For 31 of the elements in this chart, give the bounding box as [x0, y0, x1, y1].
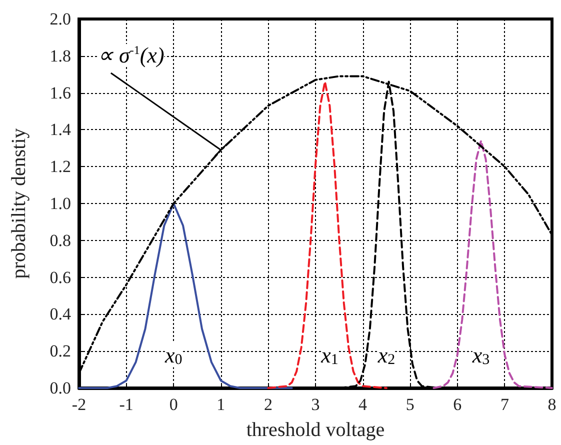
y-tick-label: 2.0	[50, 10, 71, 28]
line-series	[78, 202, 293, 389]
y-tick-label: 1.4	[50, 120, 72, 140]
line-series	[432, 140, 553, 389]
x-tick-label: -1	[119, 395, 134, 414]
x-tick-label: -2	[72, 395, 86, 414]
x-axis-title: threshold voltage	[246, 419, 385, 441]
y-tick-label: 0.6	[50, 268, 71, 287]
line-series	[267, 80, 388, 389]
x-tick-label: 6	[453, 395, 462, 414]
x-tick-label: 3	[311, 395, 320, 414]
annotation: x2	[376, 342, 396, 368]
x-tick-label: 8	[548, 395, 556, 414]
y-tick-label: 1.0	[50, 194, 71, 213]
x-tick-label: 4	[358, 395, 368, 414]
y-axis-title: probability denstiy	[8, 128, 30, 279]
x-tick-label: 1	[216, 395, 226, 414]
y-tick-label: 1.2	[50, 157, 71, 176]
y-tick-label: 0.2	[50, 342, 71, 361]
x-tick-label: 0	[169, 395, 178, 414]
y-tick-label: 0.8	[50, 230, 71, 250]
x-tick-label: 7	[500, 395, 510, 414]
x-tick-label: 2	[264, 395, 272, 414]
x-tick-label: 5	[406, 395, 414, 414]
y-tick-label: 1.8	[50, 46, 71, 66]
y-tick-label: 1.6	[50, 83, 71, 102]
annotation: x3	[471, 342, 490, 368]
annotation: x0	[164, 342, 182, 368]
y-tick-label: 0.4	[50, 304, 72, 324]
annotation: x1	[320, 342, 338, 368]
y-tick-label: 0.0	[50, 378, 71, 398]
